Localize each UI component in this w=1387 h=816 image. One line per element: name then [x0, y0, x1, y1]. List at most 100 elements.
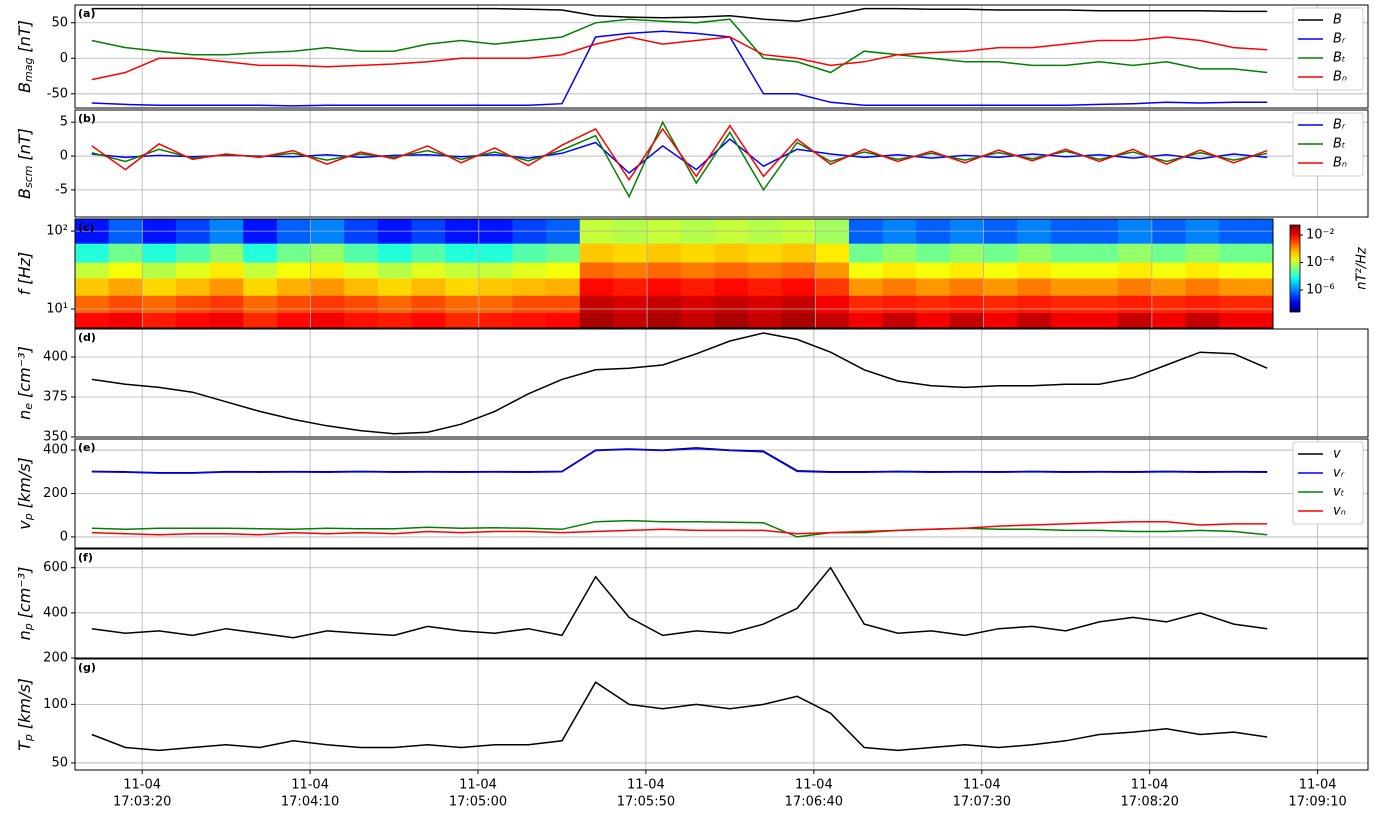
- y-label-subscript: scm: [22, 165, 35, 188]
- spectrogram-cell: [1185, 277, 1220, 296]
- spectrogram-cell: [983, 277, 1018, 296]
- spectrogram-cell: [310, 312, 345, 328]
- spectrogram-cell: [1118, 312, 1153, 328]
- panel-label: (b): [78, 112, 96, 125]
- spectrogram-cell: [781, 262, 816, 279]
- spectrogram-cell: [882, 295, 917, 314]
- panel: -5 0 5 Bᵣ Bₜ Bₙ (b) Bscm [nT]: [15, 109, 1369, 218]
- spectrogram-cell: [983, 262, 1018, 279]
- x-tick-date: 11-04: [291, 778, 329, 793]
- spectrogram-cell: [1151, 262, 1187, 279]
- spectrogram-cell: [276, 262, 312, 279]
- y-label-unit: [km/s]: [15, 678, 34, 729]
- spectrogram-cell: [377, 243, 413, 263]
- y-axis-label: ne [cm⁻³]: [15, 346, 36, 420]
- spectrogram-cell: [916, 243, 951, 263]
- legend-label: vₜ: [1333, 485, 1345, 500]
- y-axis-label: Bmag [nT]: [15, 20, 36, 93]
- spectrogram-cell: [781, 312, 816, 328]
- series-line: [91, 7, 1268, 23]
- y-tick-label: 375: [43, 390, 68, 405]
- spectrogram-cell: [209, 262, 244, 279]
- spectrogram-cell: [647, 277, 682, 296]
- spectrogram-cell: [175, 312, 211, 328]
- legend-label: B: [1333, 13, 1342, 28]
- y-label-symbol: n: [15, 410, 34, 420]
- spectrogram-cell: [815, 312, 850, 328]
- spectrogram-cell: [882, 312, 917, 328]
- spectrogram-cell: [714, 312, 749, 328]
- spectrogram-cell: [512, 295, 547, 314]
- y-label-symbol: T: [15, 740, 34, 751]
- y-label-unit: [nT]: [15, 20, 34, 52]
- y-label-unit: [nT]: [15, 128, 34, 160]
- legend-label: vₙ: [1333, 504, 1346, 519]
- panel-frame: [74, 328, 1369, 438]
- spectrogram-cell: [377, 277, 413, 296]
- spectrogram-cell: [949, 277, 985, 296]
- spectrogram-cell: [310, 277, 345, 296]
- spectrogram-cell: [714, 262, 749, 279]
- spectrogram-cell: [916, 312, 951, 328]
- spectrogram-cell: [647, 262, 682, 279]
- series-line: [91, 519, 1268, 538]
- spectrogram-cell: [949, 295, 985, 314]
- panel: 10⁻² 10⁻⁴ 10⁻⁶ nT²/Hz 10¹ 10² (c) f [Hz]: [15, 218, 1370, 329]
- spectrogram-cell: [1050, 262, 1086, 279]
- spectrogram-cell: [512, 312, 547, 328]
- spectrogram-cell: [579, 262, 614, 279]
- panel: 350 375 400 (d) ne [cm⁻³]: [15, 328, 1369, 445]
- spectrogram-cell: [1219, 295, 1254, 314]
- x-tick-time: 17:08:20: [1121, 795, 1179, 810]
- panel-frame: [74, 658, 1369, 771]
- spectrogram-cell: [108, 277, 143, 296]
- panel-label: (g): [78, 661, 96, 674]
- spectrogram-cell: [579, 312, 614, 328]
- spectrogram-cell: [1219, 262, 1254, 279]
- y-tick-label: -5: [55, 182, 68, 197]
- spectrogram-cell: [1252, 243, 1273, 263]
- spectrogram-cell: [1151, 243, 1187, 263]
- spectrogram-cell: [848, 312, 884, 328]
- series-line: [91, 124, 1268, 182]
- x-tick-date: 11-04: [795, 778, 833, 793]
- y-tick-label: 200: [43, 651, 68, 666]
- spectrogram-cell: [512, 277, 547, 296]
- spectrogram-cell: [748, 262, 783, 279]
- y-label-symbol: B: [15, 188, 34, 199]
- y-axis-label: np [cm⁻³]: [15, 567, 36, 641]
- panel-label: (d): [78, 331, 96, 344]
- y-tick-label: 0: [60, 529, 68, 544]
- spectrogram-cell: [680, 243, 715, 263]
- spectrogram-cell: [983, 312, 1018, 328]
- y-axis-label: Tp [km/s]: [15, 678, 36, 751]
- spectrogram-cell: [344, 243, 379, 263]
- spectrogram-cell: [142, 262, 177, 279]
- spectrogram-cell: [75, 312, 110, 328]
- spectrogram-cell: [276, 312, 312, 328]
- spectrogram-cell: [882, 243, 917, 263]
- spectrogram-cell: [1118, 243, 1153, 263]
- spectrogram-cell: [243, 312, 278, 328]
- spectrogram-cell: [108, 262, 143, 279]
- series-line: [91, 18, 1268, 74]
- spectrogram-cell: [680, 262, 715, 279]
- y-label-unit: [cm⁻³]: [15, 567, 34, 619]
- spectrogram-cell: [142, 243, 177, 263]
- spectrogram-cell: [949, 262, 985, 279]
- spectrogram-cell: [1185, 262, 1220, 279]
- spectrogram-cell: [209, 243, 244, 263]
- spectrogram-cell: [344, 262, 379, 279]
- spectrogram-cell: [175, 277, 211, 296]
- x-tick-date: 11-04: [963, 778, 1001, 793]
- spectrogram-cell: [175, 295, 211, 314]
- spectrogram-cell: [142, 295, 177, 314]
- spectrogram-cell: [781, 277, 816, 296]
- spectrogram-cell: [579, 243, 614, 263]
- spectrogram-cell: [647, 295, 682, 314]
- spectrogram-cell: [377, 262, 413, 279]
- x-tick-time: 17:09:10: [1288, 795, 1346, 810]
- spectrogram-cell: [445, 262, 480, 279]
